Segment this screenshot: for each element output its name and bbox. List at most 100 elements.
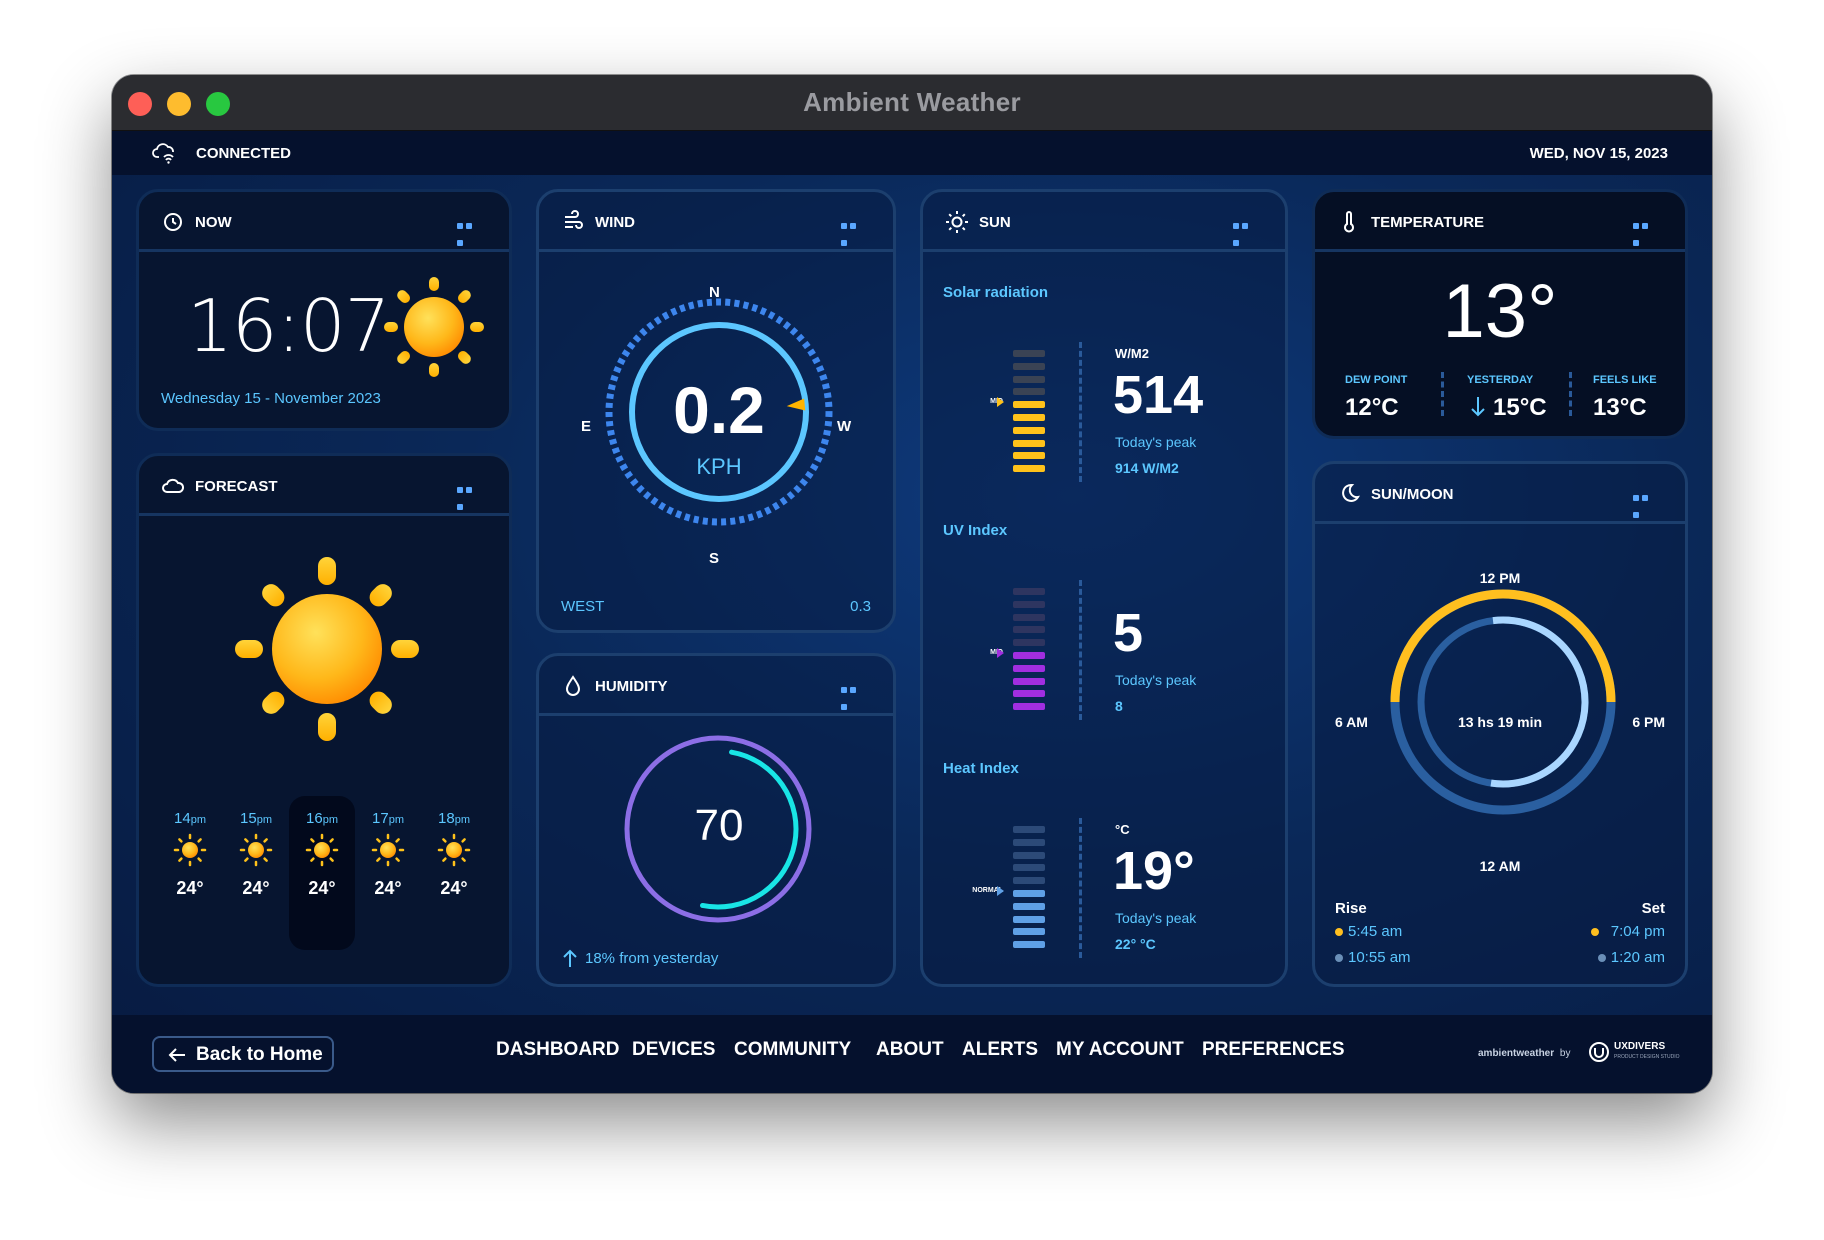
more-options-icon[interactable] <box>457 216 483 246</box>
window-title: Ambient Weather <box>803 87 1021 117</box>
unit-label: °C <box>1115 822 1130 837</box>
card-title: WIND <box>595 214 635 231</box>
rise-label: Rise <box>1335 900 1367 917</box>
compass-south-label: S <box>709 550 720 567</box>
back-to-home-button[interactable]: Back to Home <box>152 1036 334 1072</box>
forecast-hour: 16 <box>306 810 323 827</box>
water-drop-icon <box>565 675 581 696</box>
card-title: SUN/MOON <box>1371 486 1454 503</box>
level-bar <box>1013 639 1045 647</box>
more-options-icon[interactable] <box>841 216 867 246</box>
nav-devices[interactable]: DEVICES <box>632 1039 716 1060</box>
moonrise-time: 10:55 am <box>1348 949 1411 966</box>
forecast-temp: 24° <box>374 878 402 898</box>
sun-dot <box>1335 928 1343 936</box>
forecast-temp: 24° <box>242 878 270 898</box>
divider <box>1569 372 1572 416</box>
level-bar <box>1013 941 1045 949</box>
more-options-icon[interactable] <box>841 680 867 710</box>
card-title: FORECAST <box>195 478 278 495</box>
forecast-temp: 24° <box>440 878 468 898</box>
level-bar <box>1013 877 1045 885</box>
nav-alerts[interactable]: ALERTS <box>962 1039 1038 1060</box>
zoom-window-button[interactable] <box>206 92 230 116</box>
yesterday-label: YESTERDAY <box>1467 374 1534 386</box>
dial-6am-label: 6 AM <box>1335 714 1368 730</box>
moon-dot <box>1335 954 1343 962</box>
connection-status: CONNECTED <box>196 145 292 162</box>
peak-label: Today's peak <box>1115 672 1197 688</box>
more-options-icon[interactable] <box>1233 216 1259 246</box>
studio-subtitle: PRODUCT DESIGN STUDIO <box>1614 1054 1680 1060</box>
level-bar <box>1013 652 1045 659</box>
level-bar <box>1013 890 1045 897</box>
dew-point-label: DEW POINT <box>1345 374 1408 386</box>
close-window-button[interactable] <box>128 92 152 116</box>
more-options-icon[interactable] <box>1633 216 1659 246</box>
sun-icon <box>371 833 405 867</box>
dashboard: NOW 16:07 Wednesday 15 - November 2023 F… <box>112 175 1712 1093</box>
sun-card: SUN Solar radiation MID W/M2 514 Today's pea… <box>920 189 1288 987</box>
more-options-icon[interactable] <box>1633 488 1659 518</box>
wind-gust: 0.3 <box>850 598 871 615</box>
daylight-arc <box>1390 589 1616 703</box>
selected-hour-highlight <box>289 796 355 950</box>
forecast-hour-item[interactable]: 17pm 24° <box>355 802 421 899</box>
forecast-hour-item[interactable]: 16pm 24° <box>289 802 355 899</box>
level-marker-label: MID <box>990 398 1003 406</box>
sun-icon <box>437 833 471 867</box>
card-title: SUN <box>979 214 1011 231</box>
wind-speed-unit: KPH <box>696 454 742 479</box>
level-bar <box>1013 414 1045 421</box>
forecast-hour-item[interactable]: 18pm 24° <box>421 802 487 899</box>
level-marker-label: MID <box>990 649 1003 656</box>
section-label: UV Index <box>943 522 1008 539</box>
dew-point-value: 12°C <box>1345 394 1399 421</box>
dial-6pm-label: 6 PM <box>1632 714 1665 730</box>
moonset-time: 1:20 am <box>1610 949 1665 966</box>
back-to-home-label: Back to Home <box>196 1044 323 1065</box>
compass-east-label: E <box>581 418 592 435</box>
wind-direction-pointer <box>786 398 806 411</box>
dial-midnight-label: 12 AM <box>1479 858 1521 874</box>
level-bar <box>1013 915 1045 923</box>
level-marker-pointer <box>997 886 1004 896</box>
title-bar: Ambient Weather <box>112 75 1712 131</box>
forecast-hour: 14 <box>174 810 191 827</box>
divider <box>1079 342 1082 482</box>
card-title: HUMIDITY <box>595 678 668 695</box>
forecast-hour-item[interactable]: 15pm 24° <box>223 802 289 899</box>
footer: Back to Home DASHBOARD DEVICES COMMUNITY AB… <box>112 1015 1712 1093</box>
nav-preferences[interactable]: PREFERENCES <box>1202 1039 1345 1060</box>
nav-dashboard[interactable]: DASHBOARD <box>496 1039 620 1060</box>
sunrise-time: 5:45 am <box>1348 923 1403 940</box>
humidity-gauge <box>624 735 812 923</box>
solar-section: Solar radiation MID W/M2 514 Today's peak 914… <box>923 284 1285 514</box>
nav-about[interactable]: ABOUT <box>876 1039 944 1060</box>
peak-label: Today's peak <box>1115 910 1197 926</box>
nav-community[interactable]: COMMUNITY <box>734 1039 852 1060</box>
forecast-hour-suffix: pm <box>190 814 206 826</box>
humidity-gauge-ring <box>624 735 812 923</box>
nav-my-account[interactable]: MY ACCOUNT <box>1056 1039 1184 1060</box>
sun-icon <box>173 833 207 867</box>
level-bar <box>1013 664 1045 672</box>
level-bar <box>1013 388 1045 396</box>
forecast-temp: 24° <box>308 878 336 898</box>
feels-like-value: 13°C <box>1593 394 1647 421</box>
forecast-hour-item[interactable]: 14pm 24° <box>157 802 223 899</box>
wind-direction: WEST <box>561 598 605 615</box>
forecast-temp: 24° <box>176 878 204 898</box>
uv-section: UV Index MID 5 Today's peak 8 <box>923 522 1285 752</box>
minimize-window-button[interactable] <box>167 92 191 116</box>
cloud-icon <box>162 478 185 493</box>
wind-compass <box>605 298 833 526</box>
level-bar <box>1013 826 1045 833</box>
moon-dot <box>1598 954 1606 962</box>
more-options-icon[interactable] <box>457 480 483 510</box>
divider <box>1079 580 1082 720</box>
daylight-duration: 13 hs 19 min <box>1457 714 1543 730</box>
section-value: 19° <box>1113 841 1195 901</box>
section-value: 5 <box>1113 603 1144 663</box>
sun-outline-icon <box>946 211 968 233</box>
